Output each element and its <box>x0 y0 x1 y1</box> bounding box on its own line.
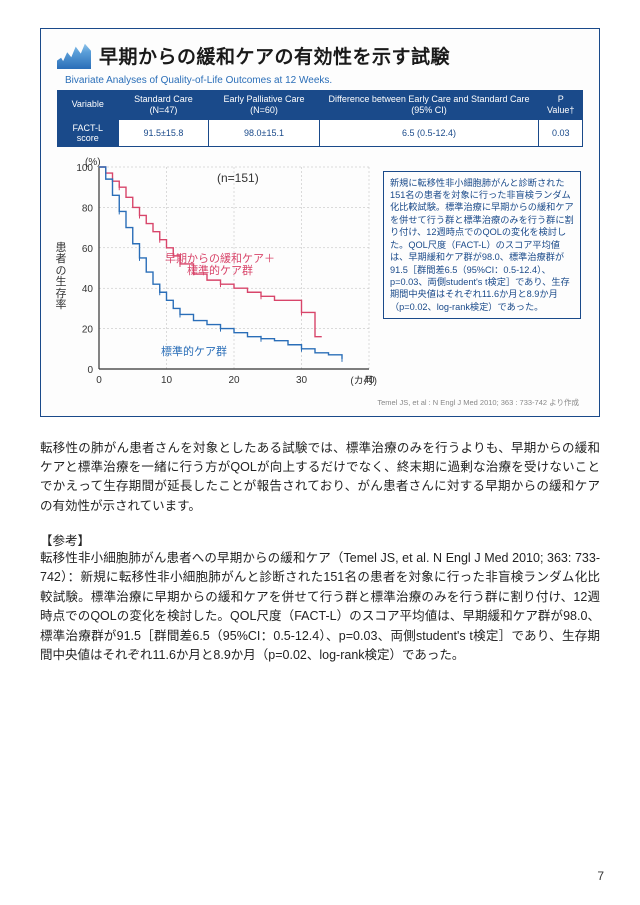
survival-chart: (%) (n=151) 早期からの緩和ケア＋標準的ケア群 標準的ケア群 患者の生… <box>57 153 377 395</box>
x-unit: (カ月) <box>350 372 377 387</box>
table-cell: 0.03 <box>539 119 583 146</box>
table-header: Early Palliative Care (N=60) <box>209 91 319 120</box>
y-axis-label: 患者の生存率 <box>55 243 67 312</box>
body-paragraph: 転移性の肺がん患者さんを対象としたある試験では、標準治療のみを行うよりも、早期か… <box>40 439 600 517</box>
series-a-label: 早期からの緩和ケア＋標準的ケア群 <box>165 253 275 277</box>
y-unit: (%) <box>85 157 101 168</box>
figure-container: 早期からの緩和ケアの有効性を示す試験 Bivariate Analyses of… <box>40 28 600 417</box>
description-box: 新規に転移性非小細胞肺がんと診断された151名の患者を対象に行った非盲検ランダム… <box>383 171 581 320</box>
reference-body: 転移性非小細胞肺がん患者への早期からの緩和ケア（Temel JS, et al.… <box>40 549 600 665</box>
reference-heading: 【参考】 <box>40 530 600 549</box>
svg-text:60: 60 <box>82 243 94 254</box>
svg-text:0: 0 <box>96 375 102 386</box>
svg-text:20: 20 <box>82 324 94 335</box>
chart-icon <box>57 41 91 69</box>
table-cell: FACT-L score <box>58 119 119 146</box>
figure-subtitle: Bivariate Analyses of Quality-of-Life Ou… <box>65 75 583 86</box>
svg-text:20: 20 <box>228 375 240 386</box>
svg-text:40: 40 <box>82 284 94 295</box>
svg-text:80: 80 <box>82 203 94 214</box>
table-header: Difference between Early Care and Standa… <box>319 91 539 120</box>
table-cell: 91.5±15.8 <box>118 119 209 146</box>
table-cell: 6.5 (0.5-12.4) <box>319 119 539 146</box>
n-label: (n=151) <box>217 171 259 185</box>
page-number: 7 <box>597 869 604 883</box>
svg-text:30: 30 <box>296 375 308 386</box>
table-header: Variable <box>58 91 119 120</box>
svg-text:0: 0 <box>87 365 93 376</box>
svg-text:10: 10 <box>161 375 173 386</box>
table-header: Standard Care (N=47) <box>118 91 209 120</box>
citation: Temel JS, et al : N Engl J Med 2010; 363… <box>57 397 579 408</box>
bivariate-table: VariableStandard Care (N=47)Early Pallia… <box>57 90 583 147</box>
table-header: P Value† <box>539 91 583 120</box>
table-cell: 98.0±15.1 <box>209 119 319 146</box>
series-b-label: 標準的ケア群 <box>161 343 227 359</box>
figure-title: 早期からの緩和ケアの有効性を示す試験 <box>99 42 450 69</box>
